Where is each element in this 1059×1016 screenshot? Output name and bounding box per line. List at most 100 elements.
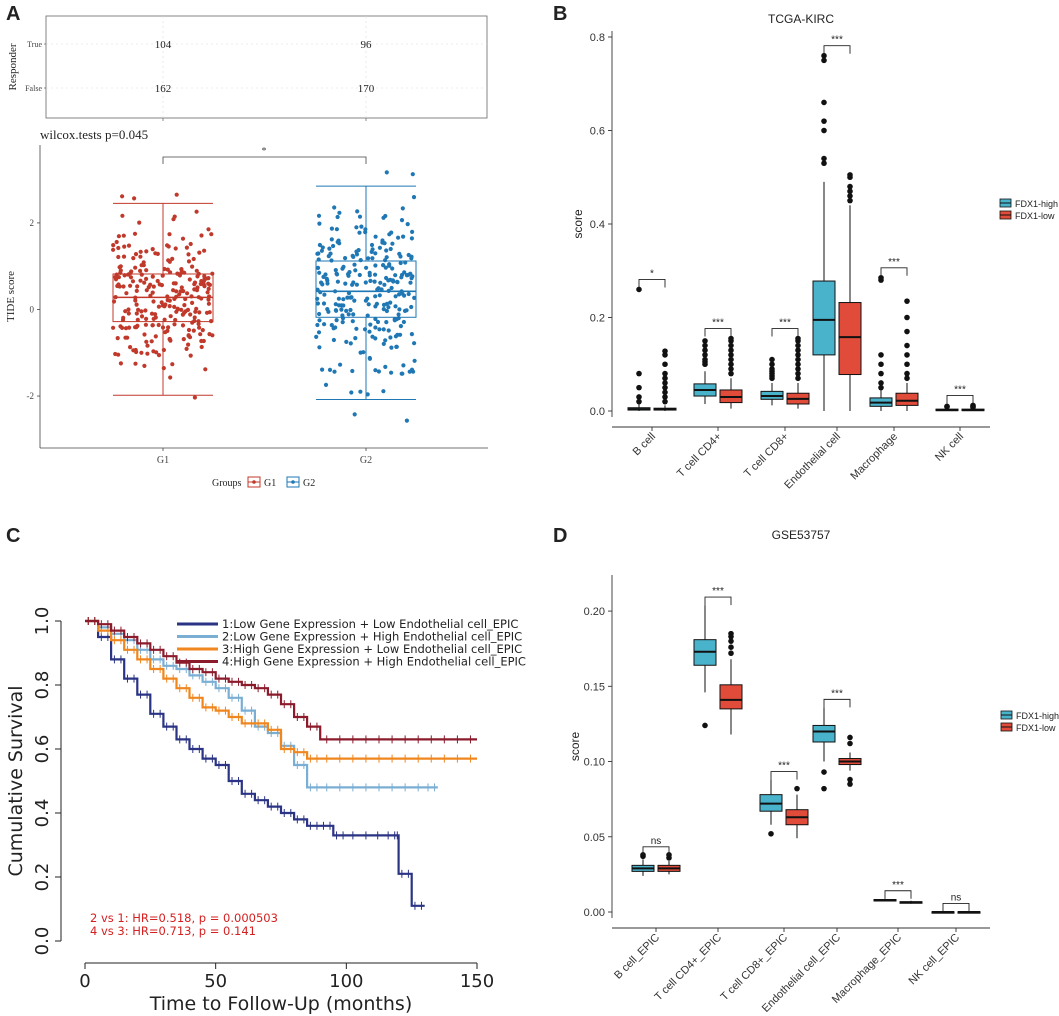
table-cell-value: 96 [361, 39, 373, 51]
outlier-point [795, 370, 801, 377]
data-point [194, 288, 200, 293]
data-point [126, 311, 131, 316]
data-point [128, 275, 134, 280]
data-point [209, 232, 214, 237]
x-tick-label: 50 [204, 971, 227, 992]
outlier-point [702, 356, 708, 363]
x-tick-label: 150 [460, 971, 494, 992]
outlier-point [904, 314, 910, 321]
data-point [135, 317, 140, 322]
data-point [322, 292, 327, 297]
outlier-point [662, 384, 668, 391]
data-point [395, 332, 400, 337]
data-point [378, 280, 383, 285]
x-tick-label: Macrophage [848, 431, 900, 483]
outlier-point [728, 644, 734, 650]
data-point [329, 323, 334, 328]
data-point [328, 251, 333, 256]
data-point [365, 313, 370, 318]
significance-label: *** [954, 384, 966, 395]
data-point [206, 301, 211, 306]
data-point [144, 288, 149, 293]
legend-label: FDX1-low [1016, 723, 1056, 733]
legend-key-dot [252, 480, 256, 484]
data-point [315, 265, 321, 270]
data-point [357, 230, 362, 235]
data-point [348, 307, 353, 313]
data-point [389, 345, 394, 350]
outlier-point [702, 352, 708, 358]
data-point [367, 329, 372, 334]
outlier-point [878, 277, 884, 283]
data-point [151, 316, 156, 321]
data-point [196, 321, 201, 327]
data-point [397, 292, 402, 297]
data-point [350, 368, 355, 374]
data-point [179, 267, 184, 272]
data-point [186, 327, 192, 333]
data-point [350, 319, 355, 324]
data-point [352, 262, 357, 267]
legend-label: 2:Low Gene Expression + High Endothelial… [222, 630, 522, 644]
data-point [138, 268, 143, 273]
panel-a-subtitle: wilcox.tests p=0.045 [40, 127, 148, 142]
data-point [130, 279, 136, 284]
outlier-point [728, 347, 734, 354]
outlier-point [847, 197, 853, 204]
data-point [174, 192, 179, 197]
data-point [126, 307, 131, 312]
data-point [209, 319, 214, 324]
data-point [363, 298, 368, 303]
data-point [133, 347, 138, 353]
outlier-point [944, 403, 950, 410]
outlier-point [878, 380, 884, 386]
data-point [131, 256, 136, 261]
outlier-point [904, 342, 910, 349]
data-point [354, 252, 360, 257]
significance-bracket [823, 45, 851, 54]
data-point [354, 326, 359, 331]
data-point [332, 369, 337, 374]
data-point [192, 395, 197, 400]
data-point [401, 234, 406, 239]
data-point [382, 282, 387, 287]
data-point [156, 304, 161, 309]
table-row-label: True [27, 40, 42, 49]
data-point [139, 314, 145, 319]
data-point [187, 277, 192, 282]
data-point [343, 256, 348, 261]
outlier-point [728, 366, 734, 372]
data-point [365, 392, 370, 397]
data-point [114, 239, 119, 245]
data-point [390, 241, 395, 246]
data-point [180, 236, 186, 241]
data-point [168, 314, 173, 319]
data-point [191, 328, 196, 333]
data-point [339, 307, 344, 312]
data-point [368, 322, 373, 327]
data-point [398, 254, 403, 259]
data-point [116, 282, 121, 287]
data-point [408, 280, 413, 285]
y-tick-label: 0.10 [584, 757, 605, 769]
data-point [144, 249, 149, 254]
legend-label: FDX1-low [1015, 211, 1055, 221]
significance-label: ns [651, 836, 662, 847]
data-point [373, 368, 378, 373]
hr-annotation: 4 vs 3: HR=0.713, p = 0.141 [90, 924, 256, 938]
significance-bracket [823, 698, 851, 708]
data-point [207, 310, 212, 315]
data-point [139, 263, 144, 268]
data-point [192, 280, 198, 285]
data-point [132, 231, 138, 236]
data-point [402, 308, 408, 313]
data-point [207, 282, 212, 287]
outlier-point [878, 352, 884, 358]
data-point [173, 246, 178, 251]
data-point [347, 270, 352, 275]
outlier-point [795, 342, 801, 349]
data-point [317, 221, 322, 226]
panel-b-tcga-boxplot: TCGA-KIRC 0.0 0.2 0.4 0.6 0.8 score B cell * T ce… [571, 12, 1058, 491]
y-tick-label: 0 [30, 304, 35, 314]
outlier-point [702, 342, 708, 349]
